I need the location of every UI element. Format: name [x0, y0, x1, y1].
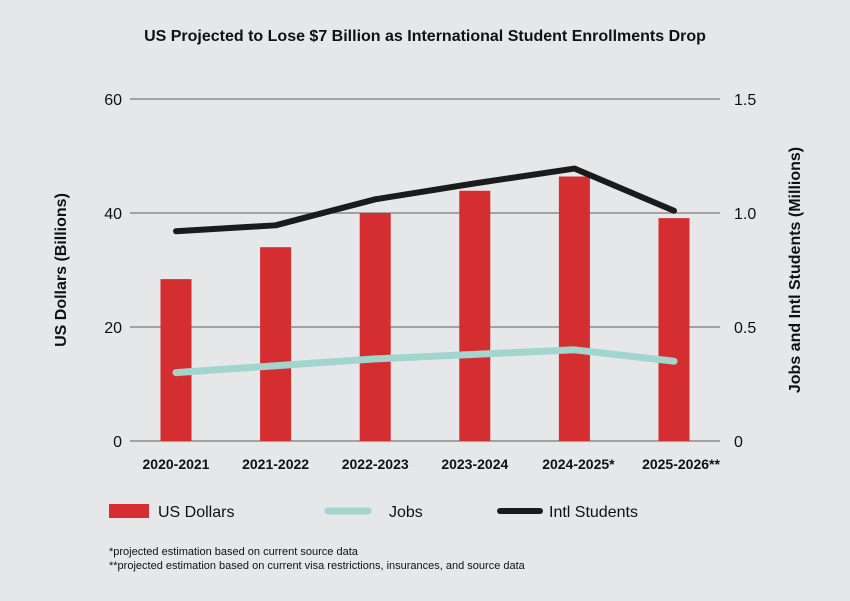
right-tick-label: 0	[734, 434, 743, 451]
category-label: 2020-2021	[143, 456, 210, 472]
left-tick-label: 60	[104, 92, 122, 109]
right-tick-label: 1.5	[734, 92, 756, 109]
legend-swatch-us-dollars	[109, 504, 149, 518]
category-label: 2024-2025*	[542, 456, 615, 472]
bar-us-dollars	[658, 218, 690, 441]
left-tick-label: 40	[104, 206, 122, 223]
legend-label: US Dollars	[158, 504, 234, 521]
chart-title: US Projected to Lose $7 Billion as Inter…	[144, 28, 706, 45]
bar-us-dollars	[459, 190, 491, 441]
footnote-1: *projected estimation based on current s…	[109, 546, 358, 558]
category-label: 2022-2023	[342, 456, 409, 472]
category-label: 2025-2026**	[642, 456, 720, 472]
category-label: 2021-2022	[242, 456, 309, 472]
line-jobs	[172, 346, 678, 377]
legend-label: Intl Students	[549, 504, 638, 521]
bar-us-dollars	[359, 213, 391, 441]
right-tick-label: 1.0	[734, 206, 756, 223]
footnote-2: **projected estimation based on current …	[109, 560, 525, 572]
bar-us-dollars	[160, 279, 192, 441]
category-label: 2023-2024	[441, 456, 508, 472]
right-tick-label: 0.5	[734, 320, 756, 337]
left-tick-label: 20	[104, 320, 122, 337]
line-intl-students	[173, 165, 677, 235]
legend-label: Jobs	[389, 504, 423, 521]
bar-us-dollars	[260, 247, 292, 441]
y2-axis-label: Jobs and Intl Students (Millions)	[787, 147, 804, 393]
y-axis-label: US Dollars (Billions)	[53, 193, 70, 347]
left-tick-label: 0	[113, 434, 122, 451]
bar-us-dollars	[558, 176, 590, 441]
